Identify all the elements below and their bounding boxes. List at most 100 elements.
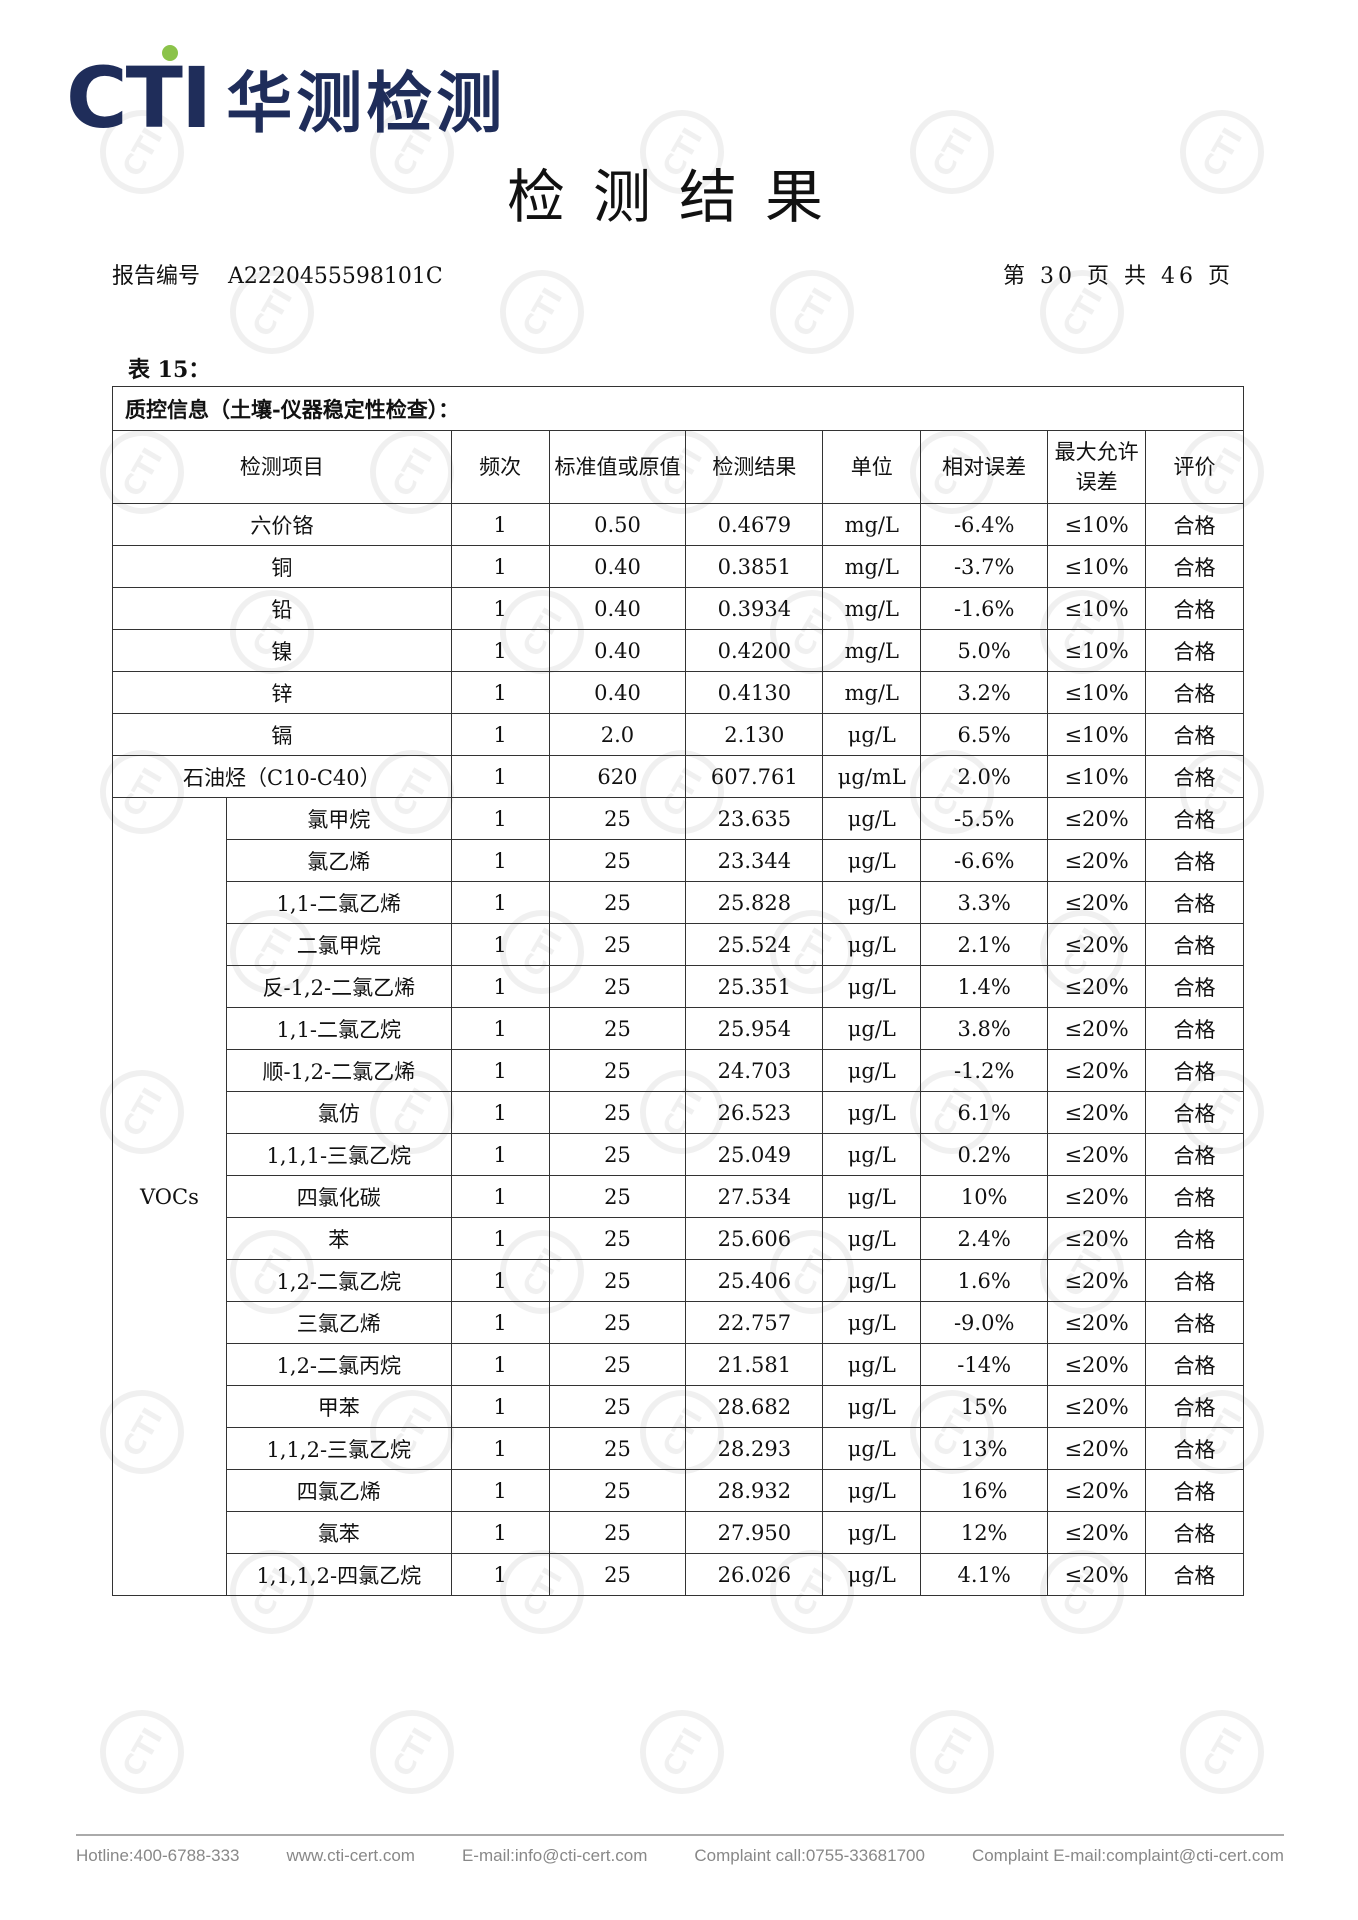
table-cell: ≤20%: [1047, 1343, 1147, 1386]
report-number-label: 报告编号: [112, 264, 201, 289]
table-cell: μg/L: [822, 923, 922, 966]
table-cell: 26.026: [685, 1553, 824, 1596]
table-cell: 27.950: [685, 1511, 824, 1554]
table-caption: 质控信息（土壤-仪器稳定性检查）：: [112, 386, 1244, 431]
table-cell: μg/L: [822, 1343, 922, 1386]
table-cell: 25: [548, 1469, 687, 1512]
table-cell: mg/L: [822, 545, 922, 588]
table-cell: 合格: [1145, 923, 1244, 966]
table-cell: 607.761: [685, 755, 824, 798]
table-cell: 1: [450, 1469, 550, 1512]
table-cell: -6.4%: [920, 503, 1049, 546]
table-cell: 2.4%: [920, 1217, 1049, 1260]
table-cell: 1: [450, 965, 550, 1008]
table-cell: 1: [450, 1511, 550, 1554]
table-cell: 25: [548, 1385, 687, 1428]
table-cell: 合格: [1145, 1385, 1244, 1428]
table-cell: ≤20%: [1047, 1469, 1147, 1512]
table-cell: 5.0%: [920, 629, 1049, 672]
table-cell: ≤20%: [1047, 923, 1147, 966]
table-cell: 25: [548, 1511, 687, 1554]
table-cell: 合格: [1145, 1469, 1244, 1512]
table-row: 1,2-二氯丙烷 1 25 21.581 μg/L -14% ≤20% 合格: [113, 1343, 1244, 1386]
table-cell: 1: [450, 755, 550, 798]
report-number-value: A2220455598101C: [228, 264, 443, 289]
table-cell: 1: [450, 839, 550, 882]
table-cell: 25: [548, 965, 687, 1008]
table-cell: 28.682: [685, 1385, 824, 1428]
table-cell: 25: [548, 923, 687, 966]
column-header: 单位: [822, 430, 922, 504]
table-cell: 1: [450, 503, 550, 546]
table-cell: ≤10%: [1047, 629, 1147, 672]
table-cell: 合格: [1145, 1217, 1244, 1260]
table-cell: 6.5%: [920, 713, 1049, 756]
table-row: 铜 1 0.40 0.3851 mg/L -3.7% ≤10% 合格: [112, 545, 1244, 588]
table-cell: 25.828: [685, 881, 824, 924]
table-cell: 1: [450, 1427, 550, 1470]
table-cell: 21.581: [685, 1343, 824, 1386]
table-cell: 4.1%: [920, 1553, 1049, 1596]
table-cell: 合格: [1145, 713, 1244, 756]
table-row: 氯乙烯 1 25 23.344 μg/L -6.6% ≤20% 合格: [113, 839, 1244, 882]
table-cell: μg/L: [822, 1469, 922, 1512]
table-cell: 0.2%: [920, 1133, 1049, 1176]
table-cell: 合格: [1145, 1175, 1244, 1218]
column-header: 检测结果: [685, 430, 824, 504]
table-cell: 甲苯: [225, 1385, 452, 1428]
footer-item: www.cti-cert.com: [286, 1846, 415, 1865]
table-cell: 620: [548, 755, 687, 798]
table-cell: μg/L: [822, 1007, 922, 1050]
table-cell: μg/L: [822, 881, 922, 924]
table-cell: ≤20%: [1047, 1091, 1147, 1134]
table-row: 氯仿 1 25 26.523 μg/L 6.1% ≤20% 合格: [113, 1091, 1244, 1134]
table-cell: 0.40: [548, 671, 687, 714]
table-cell: 合格: [1145, 629, 1244, 672]
table-row: 反-1,2-二氯乙烯 1 25 25.351 μg/L 1.4% ≤20% 合格: [113, 965, 1244, 1008]
table-cell: ≤20%: [1047, 839, 1147, 882]
table-cell: 23.344: [685, 839, 824, 882]
table-label: 表 15：: [128, 357, 211, 383]
table-cell: μg/L: [822, 1091, 922, 1134]
table-cell: 铜: [112, 545, 452, 588]
table-cell: 合格: [1145, 1427, 1244, 1470]
footer-item: E-mail:info@cti-cert.com: [461, 1846, 648, 1865]
table-cell: 24.703: [685, 1049, 824, 1092]
table-cell: -5.5%: [920, 797, 1049, 840]
table-cell: 合格: [1145, 1091, 1244, 1134]
table-cell: 25: [548, 881, 687, 924]
table-cell: -14%: [920, 1343, 1049, 1386]
table-cell: 6.1%: [920, 1091, 1049, 1134]
table-cell: 15%: [920, 1385, 1049, 1428]
table-cell: ≤20%: [1047, 881, 1147, 924]
group-label: VOCs: [112, 797, 227, 1596]
table-cell: 四氯乙烯: [225, 1469, 452, 1512]
table-cell: 25: [548, 1217, 687, 1260]
logo-mark: CTI: [66, 44, 212, 147]
table-cell: 1: [450, 629, 550, 672]
table-row: 三氯乙烯 1 25 22.757 μg/L -9.0% ≤20% 合格: [113, 1301, 1244, 1344]
table-cell: 25: [548, 839, 687, 882]
table-cell: ≤10%: [1047, 587, 1147, 630]
table-cell: 3.3%: [920, 881, 1049, 924]
table-cell: ≤10%: [1047, 755, 1147, 798]
table-cell: 1: [450, 881, 550, 924]
table-cell: 合格: [1145, 755, 1244, 798]
table-cell: 1: [450, 587, 550, 630]
table-row: 锌 1 0.40 0.4130 mg/L 3.2% ≤10% 合格: [112, 671, 1244, 714]
watermark: CTI: [84, 1694, 200, 1810]
table-row: 顺-1,2-二氯乙烯 1 25 24.703 μg/L -1.2% ≤20% 合格: [113, 1049, 1244, 1092]
table-cell: -3.7%: [920, 545, 1049, 588]
table-cell: 1.4%: [920, 965, 1049, 1008]
table-cell: 合格: [1145, 1049, 1244, 1092]
table-cell: mg/L: [822, 671, 922, 714]
table-caption-row: 质控信息（土壤-仪器稳定性检查）：: [112, 386, 1244, 431]
table-cell: 1: [450, 1217, 550, 1260]
table-row: 氯苯 1 25 27.950 μg/L 12% ≤20% 合格: [113, 1511, 1244, 1554]
table-cell: 0.50: [548, 503, 687, 546]
table-cell: mg/L: [822, 587, 922, 630]
table-cell: 顺-1,2-二氯乙烯: [225, 1049, 452, 1092]
table-cell: 1: [450, 797, 550, 840]
table-cell: 1: [450, 1301, 550, 1344]
